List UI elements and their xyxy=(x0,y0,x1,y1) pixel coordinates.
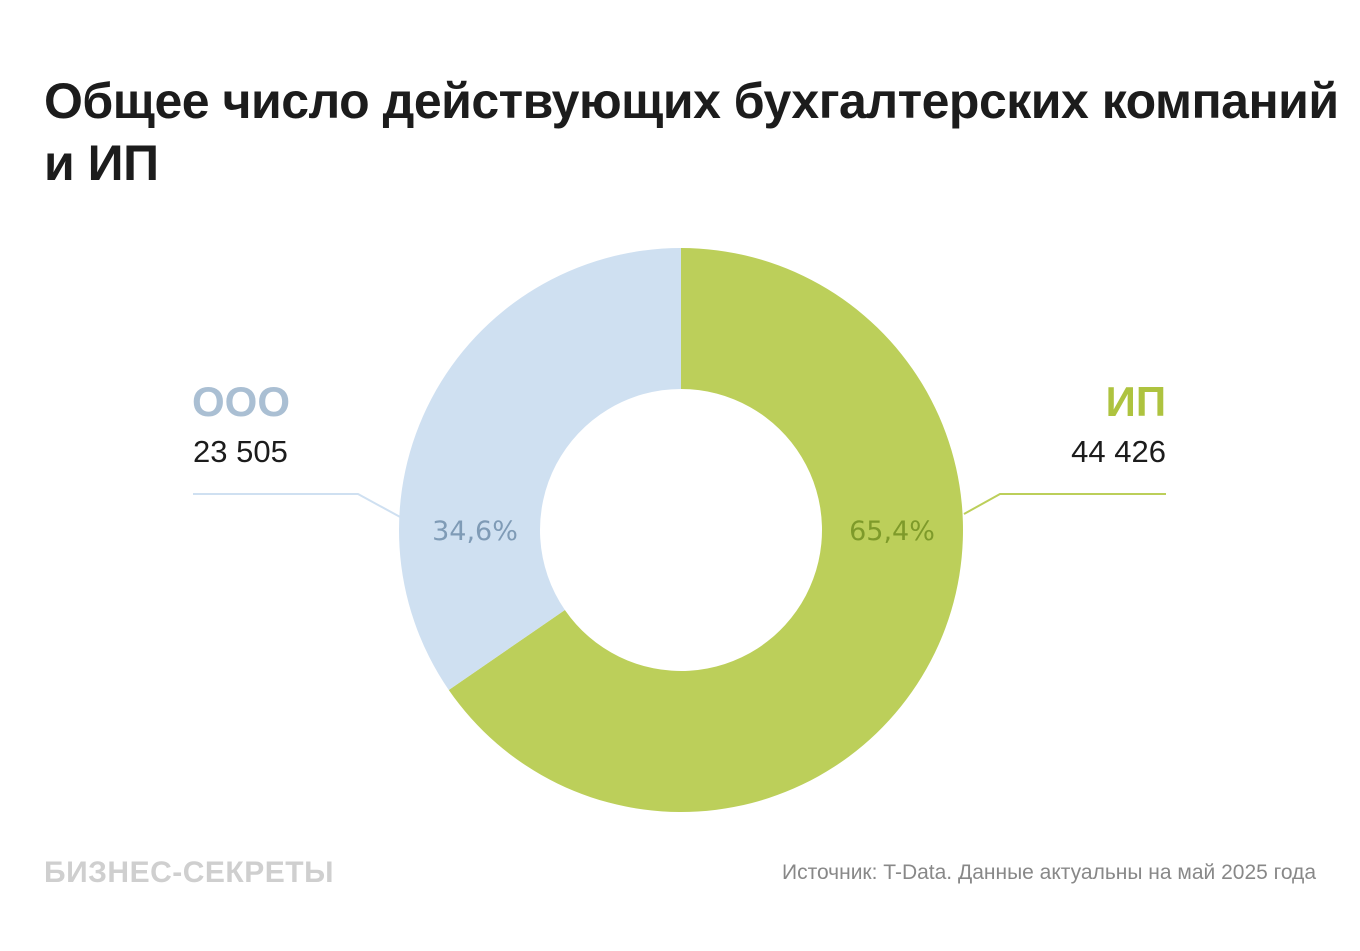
source-note: Источник: T-Data. Данные актуальны на ма… xyxy=(781,861,1316,884)
label-ip: ИП xyxy=(1105,378,1166,425)
label-ooo: ООО xyxy=(192,378,291,425)
brand-logo: БИЗНЕС-СЕКРЕТЫ xyxy=(44,856,334,889)
value-ooo: 23 505 xyxy=(193,434,288,469)
percent-label-ooo: 34,6% xyxy=(432,516,518,547)
leader-line-ip xyxy=(963,493,1166,515)
chart-title: Общее число действующих бухгалтерских ко… xyxy=(44,73,1339,191)
leader-line-ooo xyxy=(193,493,403,519)
slice-ip xyxy=(448,248,963,813)
value-ip: 44 426 xyxy=(1071,434,1166,469)
percent-label-ip: 65,4% xyxy=(849,516,935,547)
slice-ooo xyxy=(398,248,681,690)
